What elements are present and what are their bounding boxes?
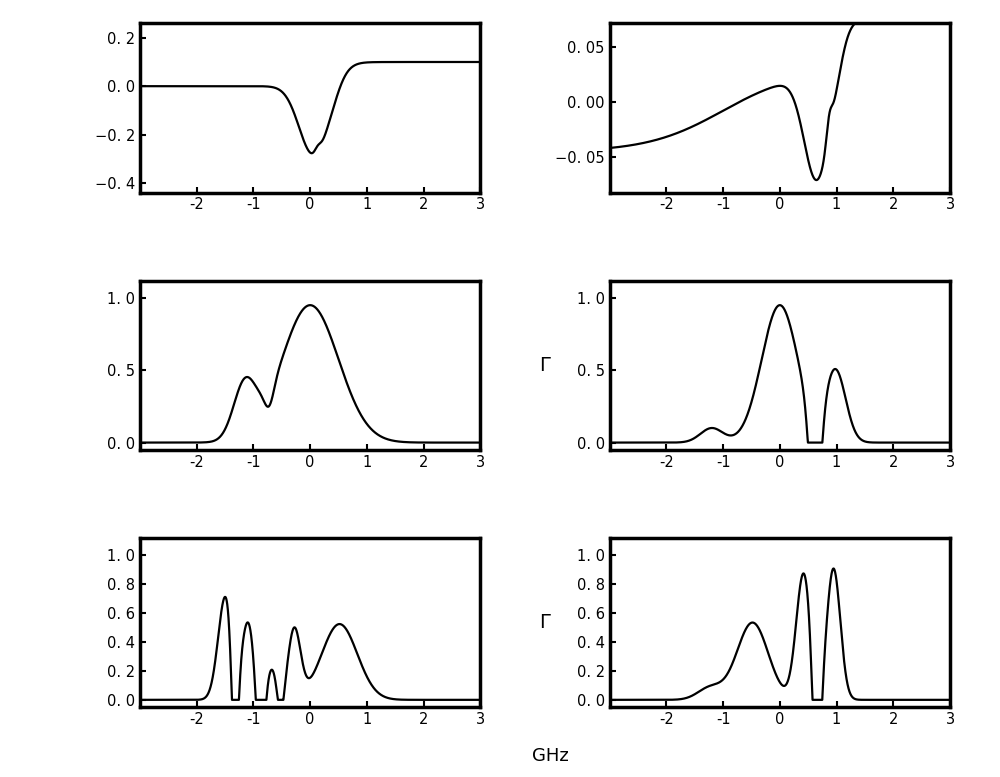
Text: GHz: GHz <box>532 747 568 765</box>
Text: Γ: Γ <box>540 613 550 632</box>
Text: Γ: Γ <box>540 356 550 375</box>
